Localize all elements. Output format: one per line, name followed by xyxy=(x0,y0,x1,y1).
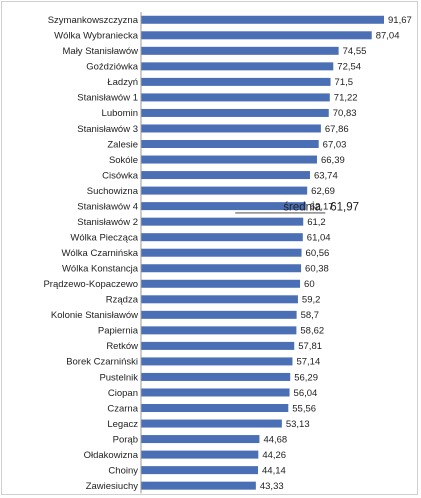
bar xyxy=(141,450,259,459)
value-label: 63,74 xyxy=(314,170,338,181)
category-label: Wólka Czarnińska xyxy=(61,248,138,259)
value-label: 61,04 xyxy=(307,232,331,243)
category-label: Zalesie xyxy=(107,139,138,150)
bar xyxy=(141,46,339,55)
bar xyxy=(141,295,298,304)
value-label: 91,67 xyxy=(388,15,412,26)
bar xyxy=(141,466,259,475)
category-label: Wólka Konstancja xyxy=(62,264,139,275)
category-label: Zawiesiuchy xyxy=(86,481,139,492)
bar xyxy=(141,388,290,397)
value-label: 71,5 xyxy=(335,77,354,88)
bar xyxy=(141,93,330,102)
value-label: 62,17 xyxy=(310,201,334,212)
bar xyxy=(141,217,304,226)
category-label: Papiernia xyxy=(98,326,139,337)
bar xyxy=(141,481,256,490)
category-label: Ładzyń xyxy=(107,77,138,88)
value-label: 56,04 xyxy=(294,388,318,399)
bar xyxy=(141,279,301,288)
category-label: Stanisławów 4 xyxy=(77,201,138,212)
category-label: Borek Czarniński xyxy=(66,357,138,368)
value-label: 56,29 xyxy=(294,372,318,383)
bar xyxy=(141,155,317,164)
value-label: 57,14 xyxy=(296,357,320,368)
category-label: Lubomin xyxy=(102,108,138,119)
value-label: 58,62 xyxy=(300,326,324,337)
category-label: Legacz xyxy=(107,419,138,430)
category-label: Czarna xyxy=(107,403,138,414)
bar xyxy=(141,357,293,366)
value-label: 43,33 xyxy=(260,481,284,492)
category-label: Stanisławów 2 xyxy=(77,217,138,228)
category-label: Wólka Wybraniecka xyxy=(54,31,139,42)
bar xyxy=(141,62,334,71)
value-label: 72,54 xyxy=(337,62,361,73)
value-label: 60 xyxy=(304,279,315,290)
category-label: Retków xyxy=(106,341,138,352)
category-label: Pustelnik xyxy=(99,372,138,383)
value-label: 44,26 xyxy=(262,450,286,461)
category-label: Ołdakowizna xyxy=(84,450,139,461)
value-label: 60,38 xyxy=(305,264,329,275)
bar xyxy=(141,108,329,117)
bar xyxy=(141,264,302,273)
value-label: 70,83 xyxy=(333,108,357,119)
category-label: Kolonie Stanisławów xyxy=(51,310,138,321)
value-label: 44,14 xyxy=(262,465,286,476)
bar xyxy=(141,186,308,195)
category-label: Wólka Piecząca xyxy=(70,232,138,243)
value-label: 62,69 xyxy=(311,186,335,197)
bar xyxy=(141,31,372,40)
value-label: 87,04 xyxy=(376,31,400,42)
category-label: Goździówka xyxy=(86,62,138,73)
bar xyxy=(141,341,295,350)
value-label: 60,56 xyxy=(306,248,330,259)
bar xyxy=(141,310,297,319)
value-label: 71,22 xyxy=(334,93,358,104)
bar xyxy=(141,77,331,86)
value-label: 74,55 xyxy=(343,46,367,57)
category-label: Szymankowszczyzna xyxy=(48,15,139,26)
category-label: Ciopan xyxy=(108,388,138,399)
bar xyxy=(141,435,260,444)
bar xyxy=(141,171,310,180)
value-label: 59,2 xyxy=(302,295,321,306)
category-label: Mały Stanisławów xyxy=(63,46,139,57)
value-label: 67,03 xyxy=(323,139,347,150)
bar xyxy=(141,233,303,242)
bar xyxy=(141,202,306,211)
average-label: średnia xyxy=(283,201,321,213)
value-label: 57,81 xyxy=(298,341,322,352)
value-label: 66,39 xyxy=(321,155,345,166)
bar xyxy=(141,404,289,413)
average-value-label: 61,97 xyxy=(330,201,359,213)
category-label: Stanisławów 1 xyxy=(77,93,138,104)
bar xyxy=(141,248,302,257)
bar xyxy=(141,372,291,381)
value-label: 61,2 xyxy=(307,217,326,228)
bar xyxy=(141,124,321,133)
bar xyxy=(141,15,384,24)
category-label: Sokóle xyxy=(109,155,138,166)
category-label: Prądzewo-Kopaczewo xyxy=(43,279,138,290)
value-label: 58,7 xyxy=(301,310,320,321)
category-label: Suchowizna xyxy=(87,186,139,197)
category-label: Choiny xyxy=(108,465,138,476)
value-label: 53,13 xyxy=(286,419,310,430)
category-label: Stanisławów 3 xyxy=(77,124,138,135)
bar xyxy=(141,419,282,428)
category-label: Porąb xyxy=(113,434,138,445)
bar xyxy=(141,140,319,149)
category-label: Rządza xyxy=(106,295,139,306)
value-label: 44,68 xyxy=(263,434,287,445)
value-label: 55,56 xyxy=(292,403,316,414)
bar xyxy=(141,326,297,335)
value-label: 67,86 xyxy=(325,124,349,135)
category-label: Cisówka xyxy=(102,170,139,181)
